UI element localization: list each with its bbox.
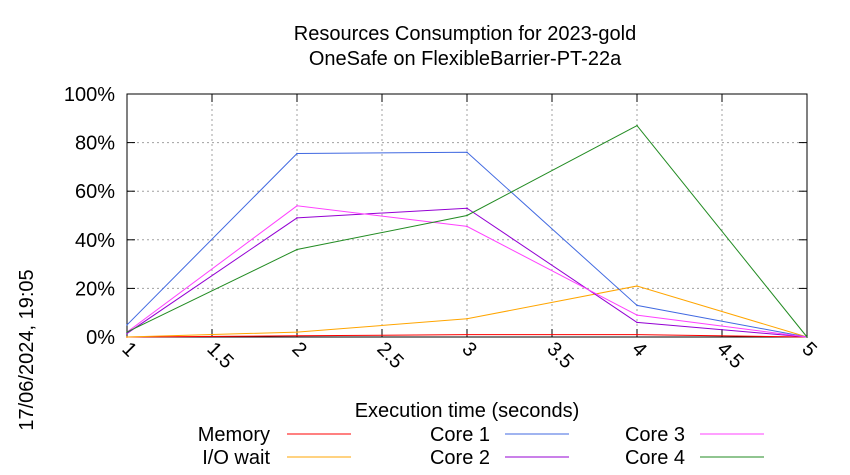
legend-label-core-1: Core 1 [430,424,490,446]
x-axis-label: Execution time (seconds) [355,400,580,422]
timestamp-label: 17/06/2024, 19:05 [16,269,38,430]
data-point-core-4 [466,214,468,217]
data-point-core-1 [126,324,128,326]
y-tick-label: 60% [75,181,115,203]
data-point-core-2 [126,332,128,335]
data-point-memory [636,333,638,336]
legend-label-core-3: Core 3 [625,424,685,446]
x-tick-label: 4.5 [712,338,747,373]
data-point-i-o-wait [126,336,128,338]
data-point-core-4 [636,124,638,127]
x-tick-label: 3 [457,338,480,361]
x-tick-label: 4 [627,338,650,361]
data-point-i-o-wait [296,331,298,333]
data-point-core-4 [296,248,298,251]
x-tick-label: 1.5 [202,338,237,373]
x-tick-label: 3.5 [542,338,577,373]
series-lines [126,124,808,338]
data-point-core-1 [296,152,298,155]
legend-label-core-4: Core 4 [625,447,685,469]
data-point-core-1 [466,151,468,154]
x-tick-label: 5 [797,338,820,361]
legend-label-core-2: Core 2 [430,447,490,469]
data-point-core-1 [636,304,638,307]
x-tick-label: 1 [117,338,140,361]
y-tick-label: 40% [75,230,115,252]
data-point-core-2 [636,321,638,324]
y-tick-label: 100% [64,84,115,106]
data-point-core-4 [806,336,808,338]
data-point-core-3 [296,204,298,207]
legend-label-i-o-wait: I/O wait [202,447,270,469]
x-tick-label: 2 [287,338,310,361]
y-tick-label: 20% [75,278,115,300]
data-point-memory [466,333,468,336]
data-point-i-o-wait [636,285,638,287]
x-axis: 1 1.5 2 2.5 3 3.5 4 4.5 5 [117,94,821,373]
y-tick-label: 80% [75,133,115,155]
data-point-core-2 [296,217,298,219]
data-point-i-o-wait [466,317,468,320]
data-point-memory [296,334,298,337]
x-tick-label: 2.5 [372,338,407,373]
y-axis: 0% 20% 40% 60% 80% 100% [64,84,807,349]
data-point-core-2 [466,207,468,210]
data-point-core-3 [636,314,638,316]
chart-title: Resources Consumption for 2023-gold [294,23,636,45]
data-point-core-3 [466,225,468,228]
chart-subtitle: OneSafe on FlexibleBarrier-PT-22a [309,48,622,70]
data-point-core-4 [126,331,128,333]
legend-label-memory: Memory [198,424,270,446]
y-tick-label: 0% [86,327,115,349]
